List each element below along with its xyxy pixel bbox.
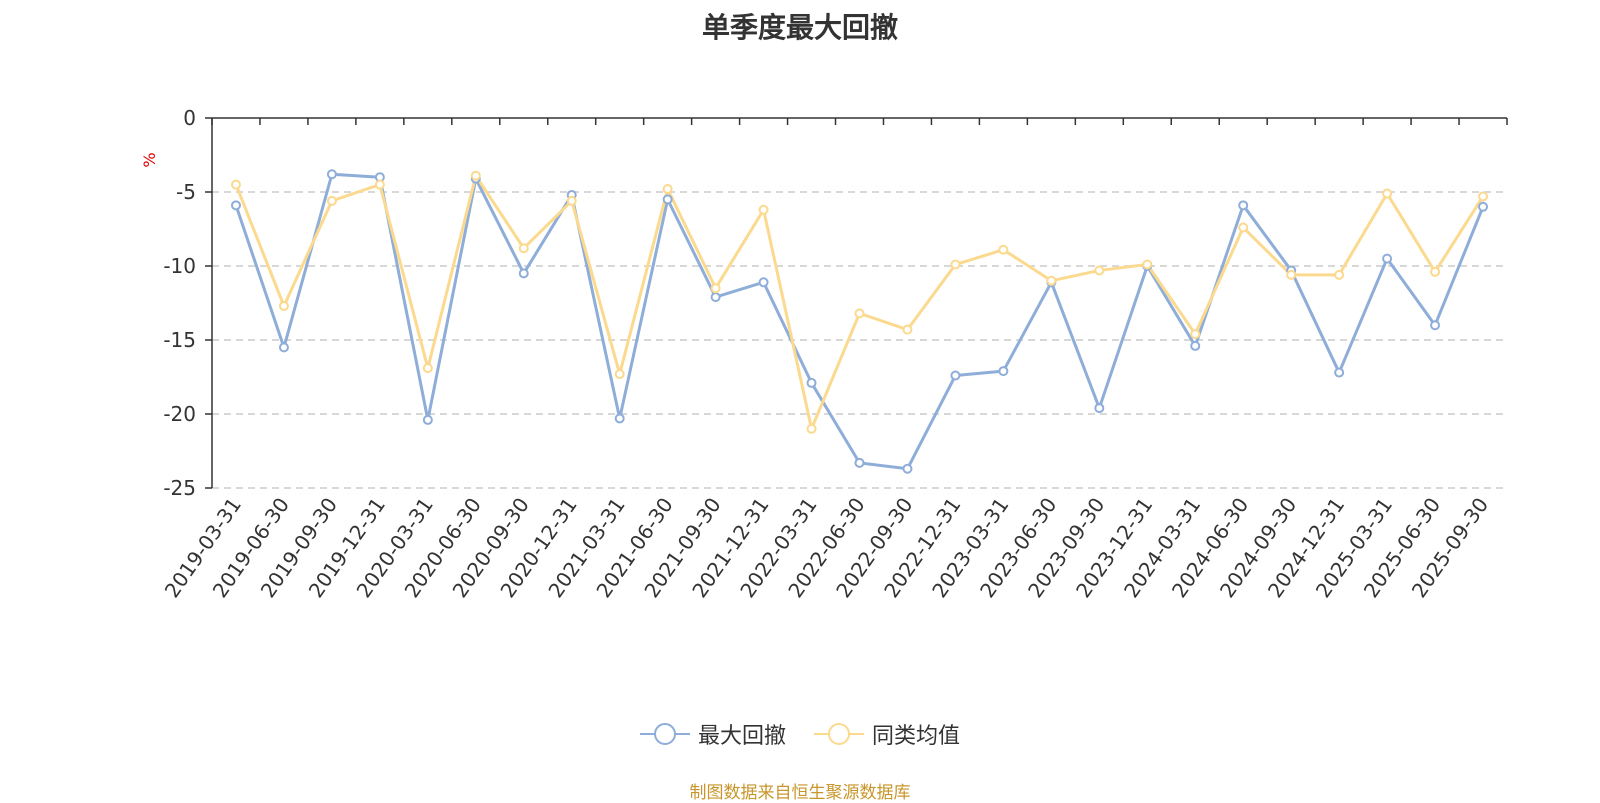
data-point-series-0 [518, 268, 529, 279]
y-tick-label: -5 [176, 180, 196, 204]
data-point-series-0 [662, 194, 673, 205]
data-point-series-0 [758, 277, 769, 288]
data-point-series-0 [230, 200, 241, 211]
data-point-series-0 [806, 377, 817, 388]
data-point-series-0 [1430, 320, 1441, 331]
data-point-series-0 [278, 342, 289, 353]
data-point-series-1 [326, 195, 337, 206]
data-point-series-0 [1382, 253, 1393, 264]
data-point-series-0 [950, 370, 961, 381]
legend-item-peer-average[interactable]: 同类均值 [814, 718, 960, 750]
data-point-series-1 [566, 195, 577, 206]
data-point-series-1 [518, 243, 529, 254]
series-line-0 [234, 172, 1485, 471]
data-point-series-1 [854, 308, 865, 319]
data-point-series-0 [422, 414, 433, 425]
data-point-series-0 [614, 413, 625, 424]
data-point-series-0 [1190, 340, 1201, 351]
chart-legend: 最大回撤 同类均值 [0, 718, 1600, 750]
data-point-series-1 [1190, 329, 1201, 340]
y-tick-label: 0 [183, 106, 196, 130]
data-point-series-0 [326, 169, 337, 180]
data-point-series-0 [1334, 367, 1345, 378]
data-point-series-1 [422, 363, 433, 374]
data-point-series-1 [1430, 266, 1441, 277]
data-point-series-1 [1334, 269, 1345, 280]
data-point-series-0 [1238, 200, 1249, 211]
data-point-series-0 [854, 457, 865, 468]
y-tick-label: -10 [163, 254, 196, 278]
legend-label-max-drawdown: 最大回撤 [697, 724, 786, 749]
data-point-series-1 [758, 204, 769, 215]
data-point-series-1 [1238, 222, 1249, 233]
data-point-series-1 [374, 179, 385, 190]
legend-item-max-drawdown[interactable]: 最大回撤 [639, 718, 786, 750]
data-point-series-0 [710, 292, 721, 303]
data-point-series-1 [806, 423, 817, 434]
data-point-series-1 [1286, 269, 1297, 280]
data-point-series-0 [1094, 403, 1105, 414]
chart-title: 单季度最大回撤 [701, 11, 898, 44]
data-point-series-1 [902, 324, 913, 335]
y-tick-label: -20 [163, 402, 196, 426]
data-point-series-1 [278, 300, 289, 311]
y-axis-label: % [140, 152, 159, 167]
data-point-series-1 [998, 244, 1009, 255]
data-point-series-1 [950, 259, 961, 270]
legend-marker-peer-average-icon [814, 723, 864, 745]
data-point-series-0 [1478, 201, 1489, 212]
legend-label-peer-average: 同类均值 [872, 724, 961, 749]
legend-marker-max-drawdown-icon [639, 723, 690, 745]
data-point-series-1 [662, 184, 673, 195]
data-source-note: 制图数据来自恒生聚源数据库 [689, 783, 911, 803]
data-point-series-1 [1046, 275, 1057, 286]
data-point-series-1 [1142, 259, 1153, 270]
data-point-series-1 [1094, 265, 1105, 276]
y-tick-label: -25 [163, 476, 196, 500]
data-point-series-1 [230, 179, 241, 190]
line-chart: 0-5-10-15-20-25%2019-03-312019-06-302019… [140, 106, 1508, 602]
data-point-series-1 [1382, 188, 1393, 199]
data-point-series-0 [998, 366, 1009, 377]
data-point-series-1 [710, 283, 721, 294]
y-tick-label: -15 [163, 328, 196, 352]
data-point-series-1 [470, 170, 481, 181]
data-point-series-1 [614, 369, 625, 380]
data-point-series-0 [902, 463, 913, 474]
data-point-series-1 [1478, 191, 1489, 202]
